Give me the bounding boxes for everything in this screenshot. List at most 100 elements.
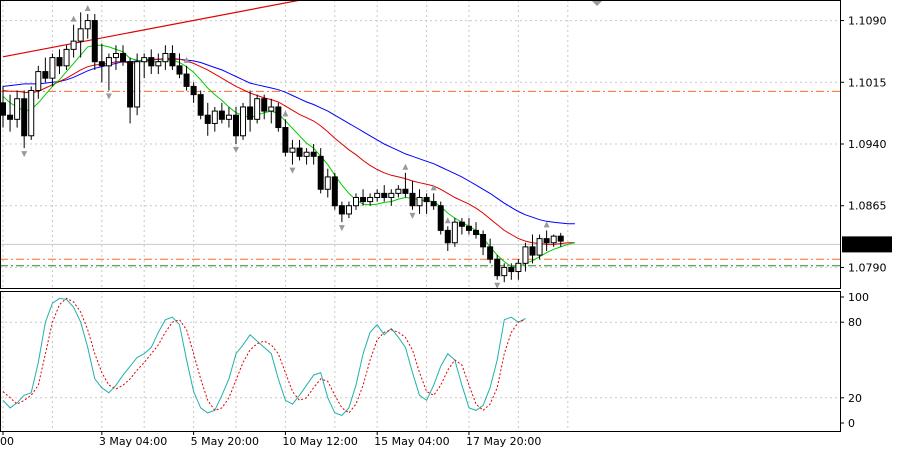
candle	[480, 230, 487, 256]
candle-body-bull	[14, 98, 21, 120]
candle-body-bear	[91, 20, 98, 63]
candle-body-bull	[289, 147, 296, 153]
candle-body-bull	[70, 40, 77, 50]
price-tick-label: 1.0790	[848, 261, 887, 274]
candle	[303, 148, 310, 165]
candle	[430, 193, 437, 210]
candle-body-bull	[211, 110, 218, 124]
candle-body-bear	[120, 52, 127, 63]
candle-body-bear	[444, 229, 451, 244]
candle	[331, 172, 338, 210]
candle	[317, 148, 324, 194]
fractal-up-marker	[84, 4, 91, 11]
candle	[423, 193, 430, 214]
candle-body-bull	[451, 221, 458, 244]
candle	[120, 45, 127, 66]
candle-body-bull	[345, 205, 352, 215]
time-axis: 00 3 May 04:00 5 May 20:00 10 May 12:00 15 M…	[0, 431, 541, 448]
candle	[402, 172, 409, 198]
candle-body-bull	[162, 52, 169, 63]
candle	[28, 86, 35, 140]
candle-body-bull	[141, 57, 148, 63]
candle-body-bear	[169, 52, 176, 67]
oscillator-axis: 100 80 20 0	[840, 291, 869, 430]
fractal-up-marker	[282, 110, 289, 117]
fractal-down-marker	[409, 212, 416, 219]
candle	[56, 49, 63, 75]
osc-tick-label: 100	[848, 291, 869, 304]
trendline	[2, 0, 304, 58]
candle-body-bull	[112, 52, 119, 59]
candle	[218, 102, 225, 124]
candle	[91, 13, 98, 70]
trendline-layer[interactable]	[2, 0, 314, 58]
candle-body-bull	[35, 71, 42, 92]
candle	[63, 45, 70, 70]
candle-body-bear	[473, 229, 480, 236]
candles-layer	[0, 12, 564, 283]
candle-body-bull	[105, 57, 112, 67]
candle	[155, 53, 162, 75]
candle-body-bull	[501, 266, 508, 277]
candle-body-bear	[218, 110, 225, 120]
candle	[261, 94, 268, 120]
candle-body-bear	[0, 102, 6, 116]
candle-body-bear	[430, 201, 437, 207]
candle	[444, 226, 451, 251]
fractal-top-marker	[591, 0, 603, 6]
osc-tick-label: 0	[848, 417, 855, 430]
candle	[98, 43, 105, 83]
candle-body-bear	[98, 61, 105, 67]
candle-body-bear	[480, 234, 487, 248]
candle	[232, 106, 239, 144]
candle	[169, 45, 176, 70]
candle-body-bear	[338, 205, 345, 215]
candle	[0, 86, 6, 128]
candle-body-bear	[176, 65, 183, 75]
candle-body-bull	[84, 20, 91, 30]
candle	[162, 45, 169, 70]
candle	[338, 201, 345, 223]
candle	[416, 189, 423, 214]
fractal-down-marker	[338, 225, 345, 232]
candle-body-bear	[42, 71, 49, 79]
fractal-up-marker	[444, 217, 451, 224]
candle	[204, 102, 211, 136]
candle	[310, 144, 317, 165]
candle	[388, 189, 395, 206]
time-tick-label: 00	[0, 435, 14, 448]
price-tick-label: 1.1090	[848, 15, 887, 28]
candle	[275, 102, 282, 132]
osc-tick-label: 20	[848, 392, 862, 405]
candle	[324, 168, 331, 198]
candle-body-bear	[190, 85, 197, 96]
fractal-up-marker	[543, 221, 550, 228]
candle	[345, 201, 352, 219]
candle	[458, 218, 465, 235]
time-tick-label: 15 May 04:00	[374, 435, 449, 448]
candle	[225, 106, 232, 128]
candle	[409, 181, 416, 210]
current-price-box	[842, 236, 892, 253]
candle-body-bull	[550, 235, 557, 244]
candle	[522, 242, 529, 272]
candle	[77, 12, 84, 58]
candle-body-bear	[310, 151, 317, 157]
candle	[84, 13, 91, 39]
candle	[105, 53, 112, 91]
candle-body-bull	[353, 196, 359, 207]
candle	[353, 193, 359, 210]
candle-body-bull	[522, 246, 529, 264]
price-pane-frame	[0, 0, 841, 289]
candle-body-bear	[148, 57, 155, 67]
candle	[49, 53, 56, 87]
candle-body-bear	[458, 221, 465, 227]
candle	[42, 57, 49, 83]
candle-body-bear	[423, 196, 430, 203]
candle-body-bear	[261, 98, 268, 112]
candle-body-bear	[331, 176, 338, 207]
candle	[437, 201, 444, 235]
fractal-down-marker	[105, 93, 112, 100]
candle	[183, 65, 190, 91]
